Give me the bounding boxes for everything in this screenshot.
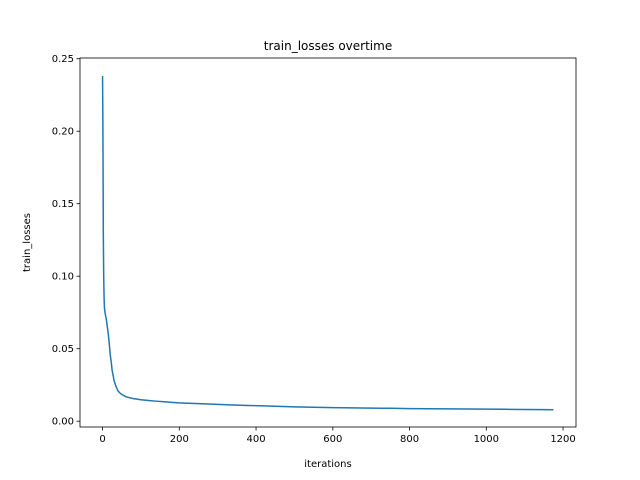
x-tick-label: 800 — [400, 434, 419, 445]
y-tick-label: 0.00 — [52, 417, 74, 428]
x-tick-label: 600 — [323, 434, 342, 445]
y-tick-label: 0.15 — [52, 199, 74, 210]
y-tick-label: 0.20 — [52, 127, 74, 138]
x-tick-label: 1200 — [550, 434, 575, 445]
y-tick-label: 0.25 — [52, 54, 74, 65]
axes-frame — [79, 57, 577, 428]
x-tick-label: 200 — [170, 434, 189, 445]
y-tick-label: 0.10 — [52, 272, 74, 283]
x-tick-label: 1000 — [474, 434, 499, 445]
y-tick-label: 0.05 — [52, 344, 74, 355]
line-series — [101, 76, 554, 411]
x-axis-label: iterations — [304, 459, 351, 470]
y-axis-label: train_losses — [22, 213, 33, 272]
chart-title: train_losses overtime — [264, 39, 392, 53]
x-tick-label: 400 — [246, 434, 265, 445]
x-tick-label: 0 — [99, 434, 105, 445]
